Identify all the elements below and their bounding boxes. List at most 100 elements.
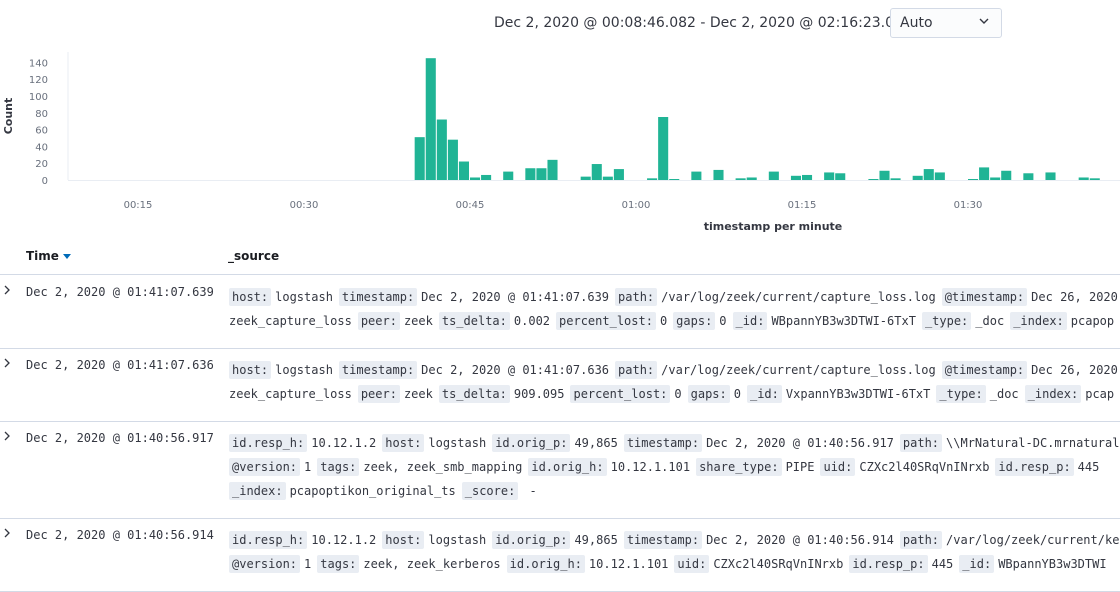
histogram-bar[interactable]: [735, 178, 746, 180]
field-key: host:: [229, 361, 272, 379]
histogram-bar[interactable]: [414, 137, 425, 180]
histogram-bar[interactable]: [1078, 177, 1089, 180]
histogram-bar[interactable]: [923, 169, 934, 180]
field-value: CZXc2l40SRqVnINrxb: [713, 557, 844, 571]
field-key: timestamp:: [623, 434, 703, 452]
field-pair: @timestamp: Dec 26, 2020: [941, 288, 1118, 306]
histogram-bar[interactable]: [591, 164, 602, 180]
histogram-bar[interactable]: [1001, 170, 1012, 180]
chevron-right-icon[interactable]: [2, 431, 12, 441]
histogram-bar[interactable]: [790, 175, 801, 180]
field-value: logstash: [428, 533, 487, 547]
table-row[interactable]: Dec 2, 2020 @ 01:41:07.636 host: logstash t…: [0, 348, 1120, 422]
time-range-display[interactable]: Dec 2, 2020 @ 00:08:46.082 - Dec 2, 2020…: [494, 15, 912, 31]
field-value: 0: [674, 387, 682, 401]
histogram-bar[interactable]: [425, 58, 436, 181]
field-pair: _score: -: [461, 482, 537, 500]
table-row[interactable]: Dec 2, 2020 @ 01:40:56.914 id.resp_h: 10.1…: [0, 518, 1120, 592]
histogram-chart: 0 20 40 60 80 100 120 140 00:15 00:30 00:45 01:00 01…: [2, 52, 1120, 233]
source-line: zeek_capture_loss peer: zeek ts_delta: 909.0…: [229, 382, 1120, 406]
histogram-bar[interactable]: [802, 174, 813, 180]
column-header-source[interactable]: _source: [228, 249, 280, 263]
histogram-bar[interactable]: [768, 171, 779, 180]
x-tick-label: 01:30: [954, 200, 983, 211]
histogram-bar[interactable]: [1023, 173, 1034, 180]
histogram-bar[interactable]: [447, 139, 458, 180]
field-pair: host: logstash: [229, 288, 333, 306]
row-timestamp: Dec 2, 2020 @ 01:41:07.639: [26, 285, 214, 299]
chevron-right-icon[interactable]: [2, 528, 12, 538]
histogram-bar[interactable]: [458, 161, 469, 180]
field-key: percent_lost:: [570, 385, 671, 403]
y-tick-label: 60: [35, 126, 48, 137]
field-pair: _type: _doc: [936, 385, 1019, 403]
histogram-bar[interactable]: [536, 168, 547, 180]
histogram-bar[interactable]: [481, 174, 492, 180]
field-key: peer:: [357, 312, 400, 330]
histogram-bar[interactable]: [835, 173, 846, 180]
table-row[interactable]: Dec 2, 2020 @ 01:41:07.639 host: logstash t…: [0, 275, 1120, 349]
histogram-bar[interactable]: [647, 178, 658, 180]
field-value: /var/log/zeek/current/capture_loss.log: [661, 363, 936, 377]
field-key: id.orig_p:: [492, 434, 571, 452]
histogram-bar[interactable]: [525, 168, 536, 180]
histogram-bar[interactable]: [669, 179, 680, 180]
source-line: host: logstash timestamp: Dec 2, 2020 @ 01:…: [229, 285, 1120, 309]
field-key: _id:: [746, 385, 782, 403]
field-value: \\MrNatural-DC.mrnatural: [946, 436, 1120, 450]
column-header-time[interactable]: Time: [26, 249, 71, 263]
histogram-bar[interactable]: [868, 179, 879, 180]
histogram-bar[interactable]: [503, 171, 514, 180]
field-value: WBpannYB3w3DTWI-6TxT: [771, 314, 916, 328]
histogram-bar[interactable]: [613, 169, 624, 180]
table-row[interactable]: Dec 2, 2020 @ 01:40:56.917 id.resp_h: 10.1…: [0, 421, 1120, 519]
field-value: 10.12.1.101: [588, 557, 669, 571]
field-value: PIPE: [785, 460, 815, 474]
histogram-bar[interactable]: [934, 172, 945, 180]
sort-desc-icon[interactable]: [62, 254, 71, 259]
field-value: WBpannYB3w3DTWI: [998, 557, 1107, 571]
histogram-bar[interactable]: [547, 159, 558, 180]
field-key: @timestamp:: [941, 361, 1028, 379]
histogram-bar[interactable]: [580, 176, 591, 180]
field-value: 10.12.1.2: [311, 436, 377, 450]
histogram-bar[interactable]: [990, 177, 1001, 180]
field-pair: percent_lost: 0: [556, 312, 667, 330]
field-key: @version:: [229, 555, 301, 573]
histogram-bar[interactable]: [1045, 172, 1056, 180]
field-value: Dec 2, 2020 @ 01:41:07.636: [421, 363, 610, 377]
field-key: share_type:: [696, 458, 782, 476]
field-pair: tags: zeek, zeek_smb_mapping: [317, 458, 522, 476]
histogram-bar[interactable]: [602, 176, 613, 180]
field-pair: path:/var/log/zeek/current/capture_loss.…: [615, 361, 936, 379]
interval-select[interactable]: Auto: [890, 8, 1002, 38]
histogram-bar[interactable]: [470, 177, 481, 180]
histogram-bar[interactable]: [691, 171, 702, 180]
histogram-bar[interactable]: [912, 175, 923, 180]
histogram-bar[interactable]: [979, 167, 990, 180]
chevron-right-icon[interactable]: [2, 285, 12, 295]
field-value: Dec 2, 2020 @ 01:40:56.914: [706, 533, 894, 547]
row-source: id.resp_h: 10.12.1.2 host: logstash id.orig_…: [229, 528, 1120, 576]
chevron-down-icon: [979, 18, 989, 24]
row-timestamp: Dec 2, 2020 @ 01:40:56.917: [26, 431, 214, 445]
field-value: pcapop: [1070, 314, 1115, 328]
histogram-bar[interactable]: [713, 169, 724, 180]
field-key: uid:: [674, 555, 710, 573]
histogram-bar[interactable]: [879, 170, 890, 180]
histogram-bar[interactable]: [824, 172, 835, 180]
histogram-bar[interactable]: [746, 177, 757, 180]
histogram-bar[interactable]: [1089, 178, 1100, 180]
field-pair: zeek_capture_loss: [229, 387, 352, 401]
field-key: _type:: [936, 385, 986, 403]
histogram-bar[interactable]: [968, 179, 979, 180]
histogram-bar[interactable]: [890, 178, 901, 180]
chevron-right-icon[interactable]: [2, 358, 12, 368]
histogram-bar[interactable]: [658, 117, 669, 180]
y-tick-label: 20: [35, 159, 48, 170]
field-pair: @timestamp: Dec 26, 2020: [941, 361, 1118, 379]
field-key: _type:: [921, 312, 972, 330]
histogram-bar[interactable]: [436, 119, 447, 180]
field-pair: id.resp_h: 10.12.1.2: [229, 531, 376, 549]
y-tick-label: 40: [35, 142, 48, 153]
